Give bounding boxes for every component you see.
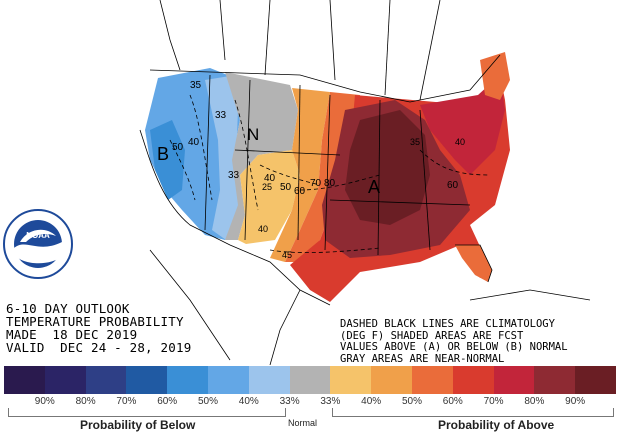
svg-text:40: 40 — [258, 224, 268, 234]
temperature-outlook-map: B N A 50 40 35 33 33 40 25 50 60 70 80 3… — [139, 0, 591, 365]
scale-swatch-13 — [534, 366, 576, 394]
normal-label: Normal — [288, 418, 318, 428]
scale-swatch-5 — [207, 366, 249, 394]
scale-tick-6: 33% — [279, 396, 300, 407]
title-line-2: TEMPERATURE PROBABILITY — [6, 314, 184, 329]
region-below-deep — [150, 120, 185, 200]
svg-text:25: 25 — [262, 182, 272, 192]
above-bracket — [332, 408, 614, 417]
scale-swatch-9 — [371, 366, 412, 394]
scale-swatch-12 — [493, 366, 535, 394]
scale-tick-5: 40% — [238, 396, 259, 407]
scale-tick-9: 50% — [401, 396, 422, 407]
legend-note-line-4: GRAY AREAS ARE NEAR-NORMAL — [340, 352, 505, 365]
scale-swatch-1 — [44, 366, 86, 394]
probability-tick-labels: 90% 80% 70% 60% 50% 40% 33% 33% 40% 50% 60% 70% 80% 9… — [4, 396, 616, 407]
near-normal-marker: N — [247, 125, 259, 144]
outlook-title-block: 6-10 DAY OUTLOOK TEMPERATURE PROBABILITY M… — [6, 302, 191, 354]
scale-swatch-2 — [85, 366, 127, 394]
scale-tick-10: 60% — [442, 396, 463, 407]
svg-text:50: 50 — [280, 182, 292, 193]
svg-text:33: 33 — [215, 110, 227, 121]
region-below-pale — [205, 76, 240, 240]
scale-tick-7: 33% — [320, 396, 341, 407]
scale-tick-3: 60% — [157, 396, 178, 407]
scale-swatch-14 — [575, 366, 616, 394]
scale-tick-1: 80% — [75, 396, 96, 407]
region-above-core — [345, 110, 430, 225]
region-new-england — [480, 52, 510, 100]
svg-text:60: 60 — [294, 186, 306, 197]
title-line-4: VALID DEC 24 - 28, 2019 — [6, 340, 192, 355]
legend-note-line-2: (DEG F) SHADED AREAS ARE FCST — [340, 329, 524, 342]
region-above-80 — [420, 75, 505, 175]
scale-footer: Probability of Below Normal Probability … — [0, 408, 620, 443]
svg-text:33: 33 — [228, 170, 240, 181]
scale-swatch-8 — [330, 366, 372, 394]
region-above-50 — [270, 88, 330, 262]
probability-below-label: Probability of Below — [80, 418, 196, 432]
svg-text:70: 70 — [310, 178, 322, 189]
legend-note-line-1: DASHED BLACK LINES ARE CLIMATOLOGY — [340, 318, 555, 330]
scale-swatch-6 — [248, 366, 290, 394]
scale-swatch-0 — [4, 366, 45, 394]
scale-tick-0: 90% — [34, 396, 55, 407]
scale-swatch-4 — [167, 366, 208, 394]
scale-tick-4: 50% — [197, 396, 218, 407]
scale-tick-8: 40% — [361, 396, 382, 407]
svg-text:40: 40 — [264, 173, 276, 184]
region-above-40 — [238, 150, 300, 244]
scale-tick-2: 70% — [116, 396, 137, 407]
svg-text:35: 35 — [190, 80, 202, 91]
svg-text:40: 40 — [455, 137, 465, 147]
scale-tick-11: 70% — [483, 396, 504, 407]
below-marker: B — [157, 144, 169, 164]
noaa-logo: NOAA — [3, 209, 73, 279]
scale-swatch-11 — [452, 366, 494, 394]
svg-text:60: 60 — [447, 180, 459, 191]
probability-above-label: Probability of Above — [438, 418, 555, 432]
scale-swatch-3 — [126, 366, 168, 394]
legend-note: DASHED BLACK LINES ARE CLIMATOLOGY (DEG F… — [340, 318, 568, 365]
svg-text:50: 50 — [172, 142, 184, 153]
svg-text:80: 80 — [324, 178, 336, 189]
above-marker: A — [368, 177, 380, 197]
region-near-normal — [225, 72, 298, 240]
legend-note-line-3: VALUES ABOVE (A) OR BELOW (B) NORMAL — [340, 341, 568, 353]
probability-color-scale — [4, 366, 616, 394]
svg-text:45: 45 — [282, 250, 292, 260]
title-line-3: MADE 18 DEC 2019 — [6, 327, 138, 342]
noaa-logo-text: NOAA — [26, 231, 50, 240]
scale-swatch-10 — [411, 366, 453, 394]
scale-tick-13: 90% — [565, 396, 586, 407]
below-bracket — [8, 408, 286, 417]
title-line-1: 6-10 DAY OUTLOOK — [6, 301, 130, 316]
scale-swatch-7 — [289, 366, 331, 394]
svg-text:40: 40 — [188, 137, 200, 148]
svg-text:35: 35 — [410, 137, 420, 147]
scale-tick-12: 80% — [524, 396, 545, 407]
region-florida — [455, 245, 492, 282]
